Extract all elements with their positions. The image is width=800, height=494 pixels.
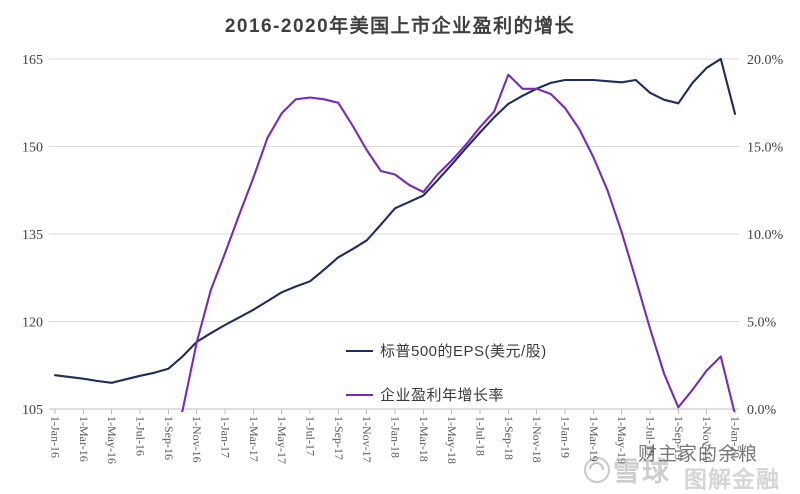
x-axis-tick-label: 1-Jul-17 xyxy=(304,416,318,456)
x-axis-tick-label: 1-Jan-19 xyxy=(559,416,573,458)
x-axis-tick-label: 1-Sep-19 xyxy=(672,416,686,460)
x-axis-tick-label: 1-Sep-16 xyxy=(162,416,176,460)
legend-item-growth: 企业盈利年增长率 xyxy=(346,384,504,405)
y-right-tick-label: 0.0% xyxy=(747,403,777,418)
x-axis-tick-label: 1-Sep-17 xyxy=(332,416,346,460)
x-axis-tick-label: 1-May-17 xyxy=(275,416,289,464)
x-axis-tick-label: 1-Jan-18 xyxy=(389,416,403,458)
x-axis-tick-label: 1-May-18 xyxy=(445,416,459,464)
x-axis-tick-label: 1-Mar-17 xyxy=(247,416,261,462)
x-axis-tick-label: 1-Nov-16 xyxy=(190,416,204,463)
y-left-tick-label: 105 xyxy=(22,403,43,418)
y-left-tick-label: 120 xyxy=(22,316,43,331)
x-axis-tick-label: 1-Sep-18 xyxy=(502,416,516,460)
y-right-tick-label: 5.0% xyxy=(747,316,777,331)
y-left-tick-label: 165 xyxy=(22,53,43,68)
y-left-tick-label: 135 xyxy=(22,228,43,243)
x-axis-tick-label: 1-Jul-19 xyxy=(644,416,658,456)
legend-label-eps: 标普500的EPS(美元/股) xyxy=(380,343,547,360)
y-right-tick-label: 10.0% xyxy=(747,228,784,243)
x-axis-tick-label: 1-Nov-19 xyxy=(700,416,714,463)
x-axis-tick-label: 1-Jan-17 xyxy=(219,416,233,458)
x-axis-tick-label: 1-Jan-16 xyxy=(49,416,63,458)
series-line-growth-rate xyxy=(180,73,736,412)
legend-line-navy xyxy=(346,349,373,352)
legend-line-purple xyxy=(346,393,373,396)
x-axis-tick-label: 1-Nov-18 xyxy=(530,416,544,463)
y-left-tick-label: 150 xyxy=(22,141,43,156)
x-axis-tick-label: 1-Mar-16 xyxy=(77,416,91,462)
y-right-tick-label: 20.0% xyxy=(747,53,784,68)
x-axis-tick-label: 1-Jan-20 xyxy=(729,416,743,458)
x-axis-tick-label: 1-Jul-16 xyxy=(134,416,148,456)
legend-label-growth: 企业盈利年增长率 xyxy=(380,387,505,404)
chart-title: 2016-2020年美国上市企业盈利的增长 xyxy=(224,16,576,37)
x-axis-tick-label: 1-Nov-17 xyxy=(360,416,374,463)
x-axis-tick-label: 1-May-16 xyxy=(105,416,119,464)
legend-item-eps: 标普500的EPS(美元/股) xyxy=(346,340,547,361)
series-line-eps xyxy=(53,57,737,384)
x-axis-tick-label: 1-May-19 xyxy=(615,416,629,464)
x-axis-tick-label: 1-Jul-18 xyxy=(474,416,488,456)
x-axis-tick-label: 1-Mar-18 xyxy=(417,416,431,462)
y-right-tick-label: 15.0% xyxy=(747,141,784,156)
x-axis-tick-label: 1-Mar-19 xyxy=(587,416,601,462)
